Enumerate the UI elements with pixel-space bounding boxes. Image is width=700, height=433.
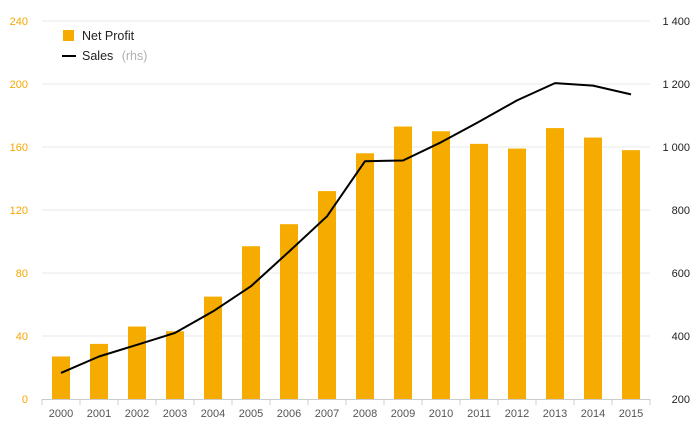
y-left-tick-label: 240 [10,16,28,28]
sales-line-series [60,82,632,374]
x-tick-label: 2008 [353,408,377,420]
legend-label-sales-name: Sales [82,49,113,63]
y-right-tick-label: 400 [672,331,690,343]
net-profit-bar [622,150,640,399]
net-profit-bar [394,126,412,400]
legend-swatch-net-profit [63,30,74,41]
legend-label-sales: Sales (rhs) [82,47,147,64]
net-profit-bars [52,126,640,400]
net-profit-bar [318,191,336,399]
x-tick-label: 2001 [87,408,111,420]
x-tick-label: 2005 [239,408,263,420]
x-tick-label: 2010 [429,408,453,420]
y-left-tick-label: 200 [10,79,28,91]
x-tick-label: 2012 [505,408,529,420]
legend-label-net-profit: Net Profit [82,29,135,43]
y-left-tick-label: 80 [16,268,28,280]
x-tick-label: 2014 [581,408,605,420]
x-tick-label: 2006 [277,408,301,420]
net-profit-bar [432,131,450,399]
net-profit-bar [470,143,488,399]
net-profit-bar [204,296,222,399]
net-profit-bar [242,246,260,399]
y-left-tick-label: 120 [10,205,28,217]
x-tick-label: 2003 [163,408,187,420]
net-profit-bar [508,148,526,399]
x-tick-label: 2011 [467,408,491,420]
y-right-tick-label: 1 400 [662,16,690,28]
net-profit-bar [356,153,374,399]
y-right-tick-label: 200 [672,394,690,406]
net-profit-bar [584,137,602,400]
y-left-tick-label: 40 [16,331,28,343]
legend-label-sales-rhs: (rhs) [122,49,148,63]
legend: Net Profit Sales (rhs) [62,29,147,64]
left-axis: 0 40 80 120 160 200 240 [10,16,28,406]
x-tick-label: 2002 [125,408,149,420]
x-tick-label: 2015 [619,408,643,420]
y-left-tick-label: 0 [22,394,28,406]
right-axis: 200 400 600 800 1 000 1 200 1 400 [662,16,690,406]
net-profit-bar [52,356,70,399]
x-tick-label: 2007 [315,408,339,420]
net-profit-bar [128,326,146,399]
y-right-tick-label: 600 [672,268,690,280]
net-profit-bar [280,224,298,399]
x-tick-label: 2004 [201,408,225,420]
x-tick-label: 2009 [391,408,415,420]
net-profit-bar [166,331,184,399]
net-profit-bar [90,343,108,399]
x-axis: 2000 2001 2002 2003 2004 2005 2006 2007 2008 2009… [41,399,651,420]
net-profit-bar [546,128,564,399]
y-right-tick-label: 1 000 [662,142,690,154]
y-right-tick-label: 800 [672,205,690,217]
sales-line [60,82,632,374]
y-right-tick-label: 1 200 [662,79,690,91]
x-tick-label: 2013 [543,408,567,420]
y-left-tick-label: 160 [10,142,28,154]
x-tick-label: 2000 [49,408,73,420]
